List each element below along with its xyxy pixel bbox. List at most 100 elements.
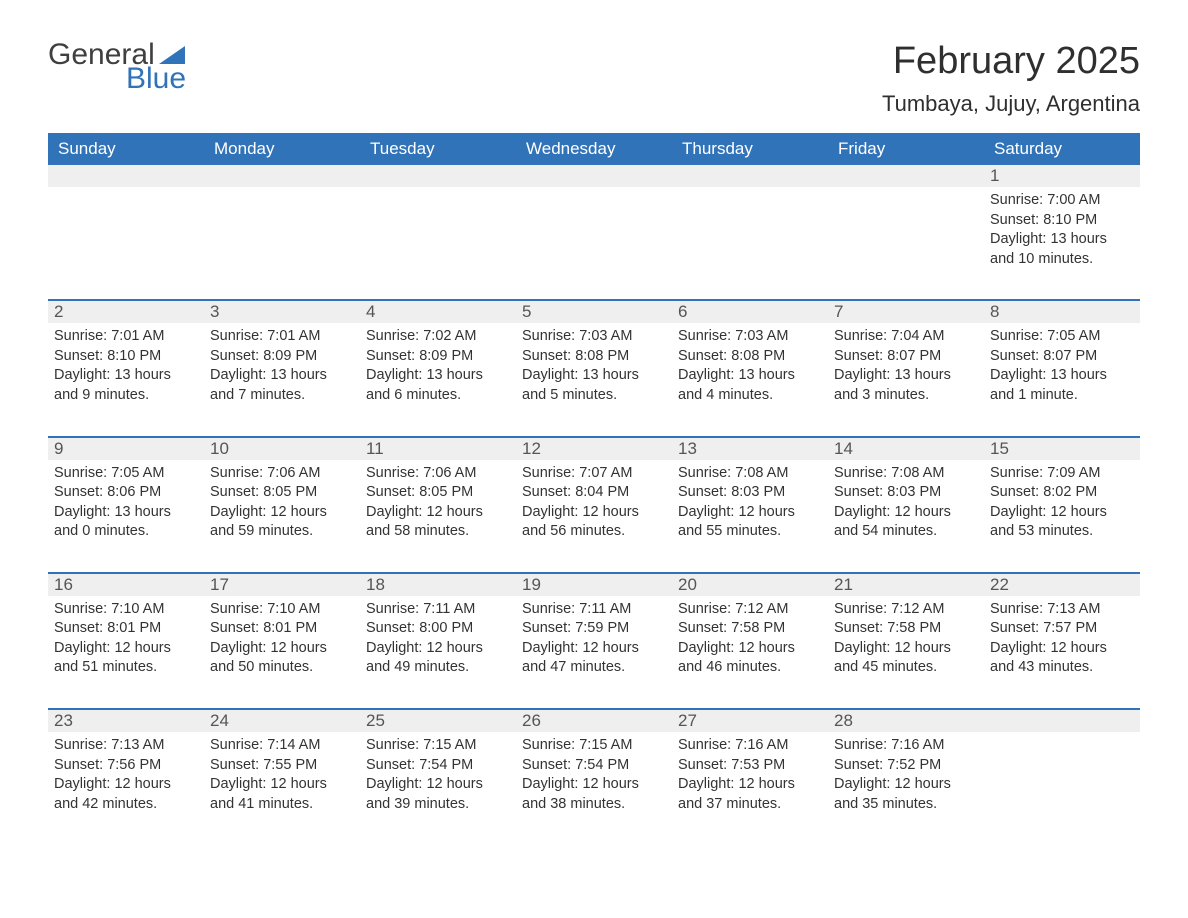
calendar-cell: Sunrise: 7:03 AMSunset: 8:08 PMDaylight:… [672, 323, 828, 421]
daylight2-text: and 42 minutes. [54, 795, 198, 815]
day-number [360, 165, 516, 187]
daylight1-text: Daylight: 12 hours [678, 503, 822, 523]
daylight2-text: and 49 minutes. [366, 658, 510, 678]
sunrise-text: Sunrise: 7:01 AM [210, 327, 354, 347]
daylight1-text: Daylight: 13 hours [678, 366, 822, 386]
daylight1-text: Daylight: 12 hours [678, 639, 822, 659]
sunset-text: Sunset: 7:54 PM [522, 756, 666, 776]
sunset-text: Sunset: 7:54 PM [366, 756, 510, 776]
calendar-cell [672, 187, 828, 285]
sunrise-text: Sunrise: 7:15 AM [366, 736, 510, 756]
day-number: 6 [672, 301, 828, 323]
sunset-text: Sunset: 7:56 PM [54, 756, 198, 776]
day-header: Friday [828, 133, 984, 165]
day-number [48, 165, 204, 187]
sunrise-text: Sunrise: 7:09 AM [990, 464, 1134, 484]
week-row: 232425262728Sunrise: 7:13 AMSunset: 7:56… [48, 708, 1140, 830]
sunset-text: Sunset: 7:53 PM [678, 756, 822, 776]
daylight1-text: Daylight: 13 hours [990, 366, 1134, 386]
daynum-row: 16171819202122 [48, 574, 1140, 596]
sunset-text: Sunset: 8:03 PM [834, 483, 978, 503]
calendar-cell: Sunrise: 7:06 AMSunset: 8:05 PMDaylight:… [204, 460, 360, 558]
daylight2-text: and 59 minutes. [210, 522, 354, 542]
daylight2-text: and 51 minutes. [54, 658, 198, 678]
sunset-text: Sunset: 7:55 PM [210, 756, 354, 776]
day-number: 24 [204, 710, 360, 732]
title-block: February 2025 Tumbaya, Jujuy, Argentina [882, 40, 1140, 127]
sunset-text: Sunset: 8:10 PM [54, 347, 198, 367]
calendar: Sunday Monday Tuesday Wednesday Thursday… [48, 133, 1140, 830]
sunrise-text: Sunrise: 7:14 AM [210, 736, 354, 756]
day-number [204, 165, 360, 187]
sunrise-text: Sunrise: 7:08 AM [678, 464, 822, 484]
daylight1-text: Daylight: 12 hours [990, 639, 1134, 659]
daylight1-text: Daylight: 12 hours [210, 775, 354, 795]
sunset-text: Sunset: 7:59 PM [522, 619, 666, 639]
logo: General Blue [48, 40, 186, 94]
week-row: 9101112131415Sunrise: 7:05 AMSunset: 8:0… [48, 436, 1140, 558]
daylight1-text: Daylight: 12 hours [678, 775, 822, 795]
sunset-text: Sunset: 8:03 PM [678, 483, 822, 503]
sunset-text: Sunset: 8:07 PM [834, 347, 978, 367]
daylight2-text: and 53 minutes. [990, 522, 1134, 542]
sunset-text: Sunset: 8:02 PM [990, 483, 1134, 503]
sunset-text: Sunset: 7:58 PM [834, 619, 978, 639]
calendar-cell: Sunrise: 7:13 AMSunset: 7:56 PMDaylight:… [48, 732, 204, 830]
sunset-text: Sunset: 7:57 PM [990, 619, 1134, 639]
sunrise-text: Sunrise: 7:16 AM [678, 736, 822, 756]
day-number: 3 [204, 301, 360, 323]
sunrise-text: Sunrise: 7:00 AM [990, 191, 1134, 211]
day-header-row: Sunday Monday Tuesday Wednesday Thursday… [48, 133, 1140, 165]
day-number: 25 [360, 710, 516, 732]
week-row: 1Sunrise: 7:00 AMSunset: 8:10 PMDaylight… [48, 165, 1140, 285]
sunset-text: Sunset: 8:09 PM [366, 347, 510, 367]
sunrise-text: Sunrise: 7:15 AM [522, 736, 666, 756]
calendar-cell: Sunrise: 7:15 AMSunset: 7:54 PMDaylight:… [516, 732, 672, 830]
sunset-text: Sunset: 8:08 PM [522, 347, 666, 367]
daylight2-text: and 7 minutes. [210, 386, 354, 406]
sunset-text: Sunset: 8:04 PM [522, 483, 666, 503]
sunrise-text: Sunrise: 7:04 AM [834, 327, 978, 347]
daylight1-text: Daylight: 13 hours [54, 366, 198, 386]
day-header: Tuesday [360, 133, 516, 165]
daylight2-text: and 35 minutes. [834, 795, 978, 815]
day-number: 16 [48, 574, 204, 596]
calendar-cell: Sunrise: 7:04 AMSunset: 8:07 PMDaylight:… [828, 323, 984, 421]
weeks-container: 1Sunrise: 7:00 AMSunset: 8:10 PMDaylight… [48, 165, 1140, 830]
sunset-text: Sunset: 8:06 PM [54, 483, 198, 503]
daynum-row: 2345678 [48, 301, 1140, 323]
calendar-cell: Sunrise: 7:09 AMSunset: 8:02 PMDaylight:… [984, 460, 1140, 558]
sunrise-text: Sunrise: 7:11 AM [522, 600, 666, 620]
day-header: Monday [204, 133, 360, 165]
day-header: Wednesday [516, 133, 672, 165]
sunrise-text: Sunrise: 7:10 AM [54, 600, 198, 620]
daylight1-text: Daylight: 12 hours [522, 639, 666, 659]
day-number: 13 [672, 438, 828, 460]
day-number: 28 [828, 710, 984, 732]
day-header: Thursday [672, 133, 828, 165]
sunset-text: Sunset: 8:05 PM [366, 483, 510, 503]
daylight1-text: Daylight: 12 hours [210, 639, 354, 659]
daylight1-text: Daylight: 12 hours [522, 503, 666, 523]
day-number: 4 [360, 301, 516, 323]
week-row: 2345678Sunrise: 7:01 AMSunset: 8:10 PMDa… [48, 299, 1140, 421]
sunset-text: Sunset: 8:05 PM [210, 483, 354, 503]
daylight2-text: and 37 minutes. [678, 795, 822, 815]
day-header: Saturday [984, 133, 1140, 165]
calendar-cell: Sunrise: 7:10 AMSunset: 8:01 PMDaylight:… [48, 596, 204, 694]
calendar-cell [48, 187, 204, 285]
daylight2-text: and 43 minutes. [990, 658, 1134, 678]
daylight2-text: and 50 minutes. [210, 658, 354, 678]
daylight2-text: and 55 minutes. [678, 522, 822, 542]
sunrise-text: Sunrise: 7:05 AM [54, 464, 198, 484]
day-number: 9 [48, 438, 204, 460]
calendar-cell [516, 187, 672, 285]
daylight1-text: Daylight: 13 hours [210, 366, 354, 386]
calendar-cell: Sunrise: 7:12 AMSunset: 7:58 PMDaylight:… [672, 596, 828, 694]
calendar-cell: Sunrise: 7:08 AMSunset: 8:03 PMDaylight:… [672, 460, 828, 558]
calendar-cell: Sunrise: 7:14 AMSunset: 7:55 PMDaylight:… [204, 732, 360, 830]
daylight1-text: Daylight: 13 hours [54, 503, 198, 523]
daylight1-text: Daylight: 12 hours [54, 639, 198, 659]
sunrise-text: Sunrise: 7:13 AM [990, 600, 1134, 620]
calendar-cell: Sunrise: 7:16 AMSunset: 7:52 PMDaylight:… [828, 732, 984, 830]
